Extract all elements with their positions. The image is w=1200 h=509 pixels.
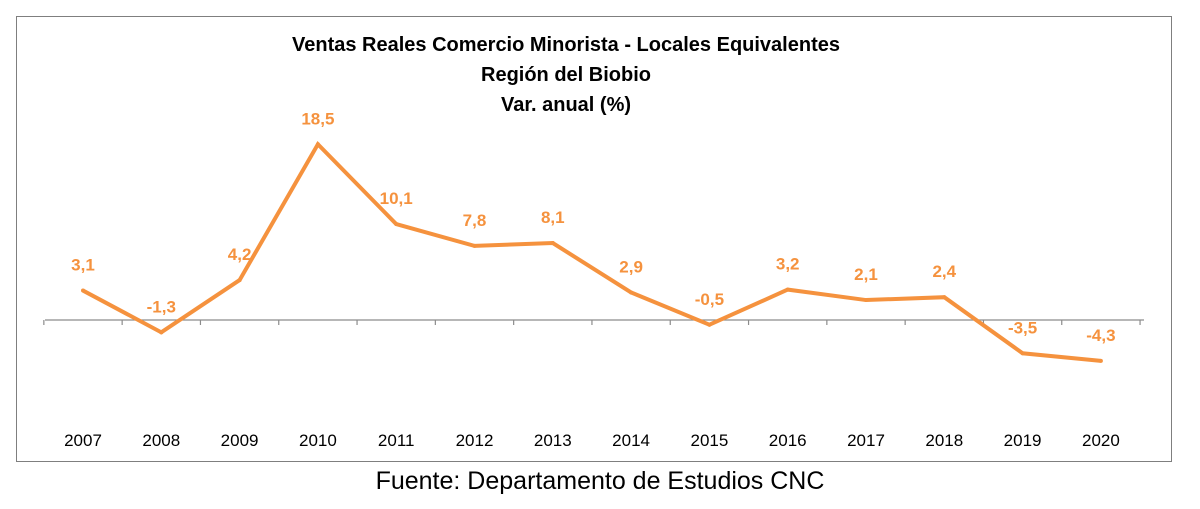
data-label: -3,5 bbox=[1008, 318, 1037, 337]
x-tick-label: 2011 bbox=[378, 431, 415, 450]
data-label: 3,1 bbox=[71, 256, 95, 275]
data-point bbox=[942, 295, 947, 300]
line-chart: 3,1 -1,3 4,2 18,5 10,1 7,8 8,1 2,9 -0,5 3,2 2,1 2,4… bbox=[43, 109, 1144, 450]
data-label: 2,9 bbox=[619, 257, 643, 276]
chart-title: Ventas Reales Comercio Minorista - Local… bbox=[292, 34, 840, 56]
x-tick-label: 2013 bbox=[534, 431, 572, 450]
x-tick-label: 2012 bbox=[456, 431, 494, 450]
data-point bbox=[1098, 358, 1103, 363]
x-tick-label: 2015 bbox=[690, 431, 728, 450]
data-label: 4,2 bbox=[228, 245, 252, 264]
data-point bbox=[315, 142, 320, 147]
data-label: 8,1 bbox=[541, 208, 565, 227]
data-label: -0,5 bbox=[695, 290, 724, 309]
x-tick-label: 2008 bbox=[142, 431, 180, 450]
data-point bbox=[864, 298, 868, 303]
x-tick-label: 2020 bbox=[1082, 431, 1120, 450]
data-point bbox=[785, 287, 790, 292]
data-label: 2,1 bbox=[854, 265, 878, 284]
x-tick-label: 2009 bbox=[221, 431, 259, 450]
series-line bbox=[82, 140, 1102, 363]
data-label: 7,8 bbox=[463, 211, 487, 230]
data-point bbox=[1020, 351, 1025, 356]
x-tick-label: 2019 bbox=[1004, 431, 1042, 450]
data-point bbox=[394, 222, 399, 227]
chart-frame bbox=[16, 16, 1172, 462]
data-point bbox=[81, 288, 85, 293]
data-point bbox=[629, 290, 634, 295]
chart-subtitle-unit: Var. anual (%) bbox=[500, 94, 632, 116]
data-label: 3,2 bbox=[776, 255, 800, 274]
data-point bbox=[237, 278, 242, 283]
data-label: 2,4 bbox=[932, 262, 956, 281]
x-tick-label: 2007 bbox=[64, 431, 102, 450]
data-label: -1,3 bbox=[147, 297, 176, 316]
x-tick-label: 2016 bbox=[769, 431, 807, 450]
data-point bbox=[550, 241, 555, 246]
x-tick-label: 2014 bbox=[612, 431, 650, 450]
x-tick-label: 2017 bbox=[847, 431, 885, 450]
x-tick-label: 2018 bbox=[925, 431, 963, 450]
x-tick-label: 2010 bbox=[299, 431, 337, 450]
data-label: -4,3 bbox=[1086, 326, 1115, 345]
data-label: 18,5 bbox=[301, 109, 334, 128]
chart-subtitle-region: Región del Biobio bbox=[481, 64, 651, 86]
source-note: Fuente: Departamento de Estudios CNC bbox=[375, 467, 825, 495]
data-point bbox=[472, 243, 477, 248]
data-point bbox=[159, 330, 164, 335]
data-label: 10,1 bbox=[380, 189, 413, 208]
data-point bbox=[707, 322, 712, 327]
